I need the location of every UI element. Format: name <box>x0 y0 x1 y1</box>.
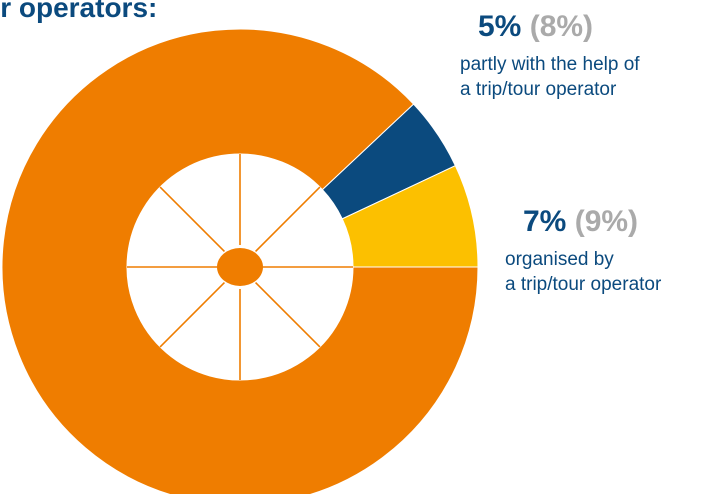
callout-organised-percent: 7% <box>523 205 567 238</box>
callout-partly: 5% (8%) partly with the help of a trip/t… <box>460 10 640 102</box>
wheel-spoke <box>254 186 321 253</box>
donut-slice-other <box>1 28 479 494</box>
callout-organised-label: organised by a trip/tour operator <box>505 247 661 297</box>
wheel-spoke <box>159 186 226 253</box>
chart-title: our operators: <box>0 0 158 23</box>
callout-partly-line1: partly with the help of <box>460 54 640 75</box>
callout-partly-values: 5% (8%) <box>460 10 640 44</box>
wheel-center <box>217 248 263 286</box>
callout-partly-line2: a trip/tour operator <box>460 79 617 100</box>
callout-organised-previous: (9%) <box>574 205 639 238</box>
callout-organised-values: 7% (9%) <box>505 205 661 239</box>
wheel-spoke <box>254 281 321 348</box>
callout-partly-percent: 5% <box>478 10 522 43</box>
callout-organised-line1: organised by <box>505 249 614 270</box>
callout-organised: 7% (9%) organised by a trip/tour operato… <box>505 205 661 297</box>
wheel-hub <box>127 154 353 380</box>
callout-organised-line2: a trip/tour operator <box>505 274 662 295</box>
callout-partly-previous: (8%) <box>529 10 594 43</box>
wheel-spoke <box>159 281 226 348</box>
callout-partly-label: partly with the help of a trip/tour oper… <box>460 52 640 102</box>
donut-slices <box>1 28 479 494</box>
